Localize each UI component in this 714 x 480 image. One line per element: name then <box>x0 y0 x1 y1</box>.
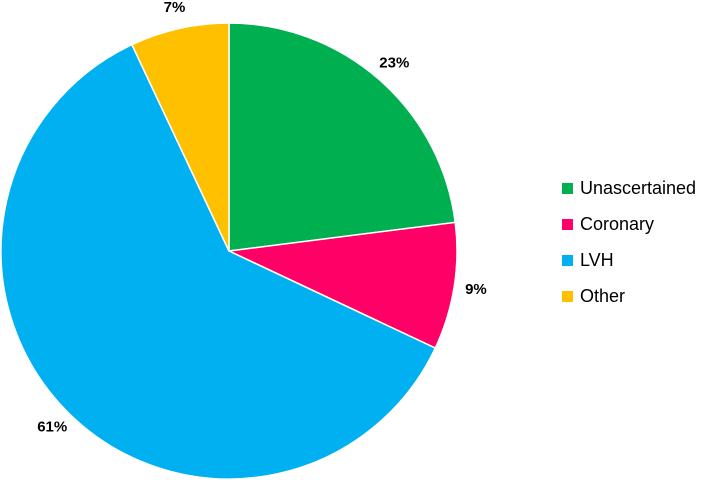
pie-slice <box>228 22 457 252</box>
legend-swatch <box>562 219 573 230</box>
pie-slice <box>0 43 437 480</box>
legend-swatch <box>562 255 573 266</box>
legend-label: LVH <box>580 250 614 270</box>
legend-label: Other <box>580 286 625 306</box>
legend-swatch <box>562 183 573 194</box>
data-label: 7% <box>164 0 186 16</box>
legend-label: Unascertained <box>580 178 696 198</box>
legend-swatch <box>562 291 573 302</box>
pie-slice <box>226 221 458 350</box>
legend-label: Coronary <box>580 214 654 234</box>
pie-slice <box>130 22 230 252</box>
data-label: 23% <box>379 54 409 71</box>
data-label: 9% <box>465 281 487 298</box>
data-label: 61% <box>37 419 67 436</box>
